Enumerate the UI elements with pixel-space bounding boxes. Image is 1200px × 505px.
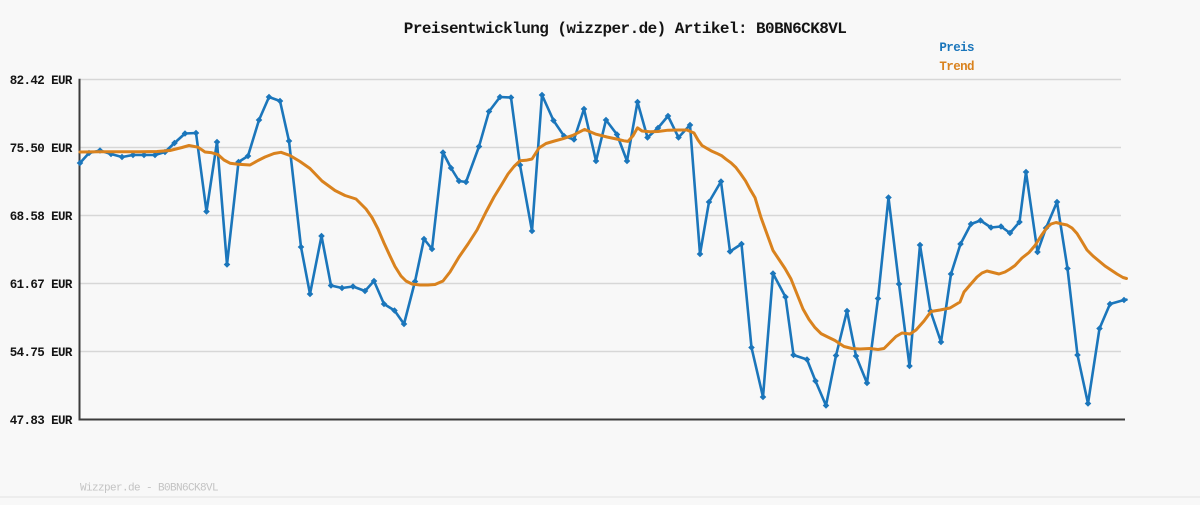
svg-text:Wizzper.de - B0BN6CK8VL: Wizzper.de - B0BN6CK8VL [80, 483, 218, 495]
svg-text:61.67 EUR: 61.67 EUR [10, 278, 73, 292]
svg-text:47.83 EUR: 47.83 EUR [10, 414, 73, 428]
svg-text:Trend: Trend [939, 60, 974, 74]
svg-text:82.42 EUR: 82.42 EUR [10, 74, 73, 88]
svg-text:Preisentwicklung (wizzper.de): Preisentwicklung (wizzper.de) Artikel: B… [404, 20, 847, 38]
svg-text:54.75 EUR: 54.75 EUR [10, 346, 73, 360]
svg-text:75.50 EUR: 75.50 EUR [10, 142, 73, 156]
svg-text:68.58 EUR: 68.58 EUR [10, 210, 73, 224]
svg-text:Preis: Preis [939, 41, 974, 55]
